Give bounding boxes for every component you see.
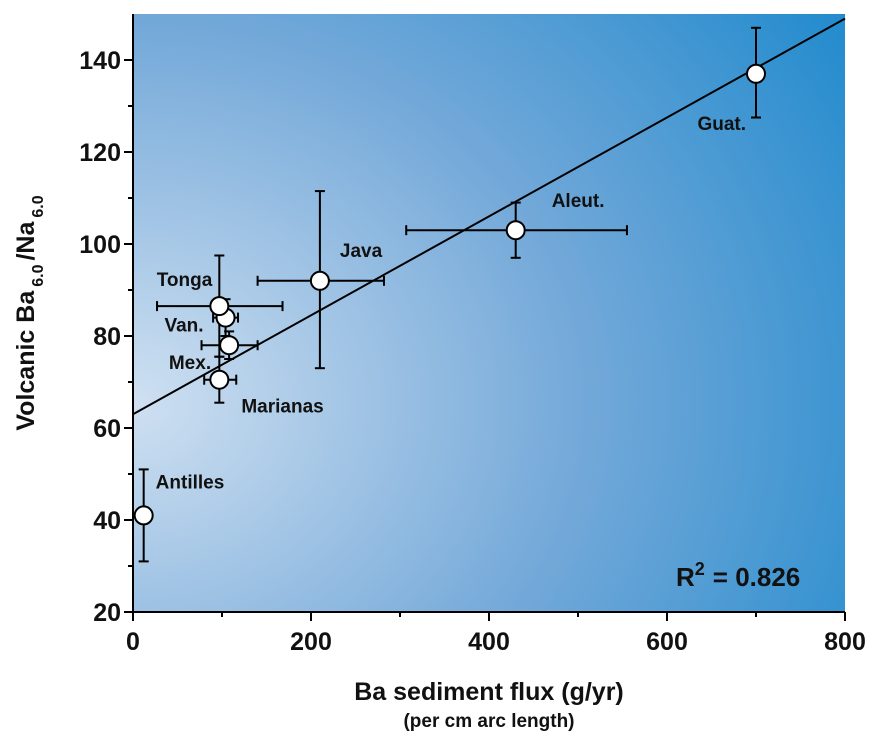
point-label: Marianas	[241, 397, 323, 418]
plot-background	[133, 14, 845, 612]
y-tick-label: 120	[79, 139, 121, 167]
data-point	[309, 270, 330, 291]
point-label: Tonga	[157, 270, 213, 291]
x-tick-label: 800	[824, 628, 866, 656]
data-point	[505, 220, 526, 241]
point-label: Java	[340, 241, 383, 262]
y-tick-label: 80	[93, 323, 121, 351]
point-label: Aleut.	[552, 191, 605, 212]
x-tick-label: 0	[126, 628, 140, 656]
y-tick-label: 140	[79, 47, 121, 75]
x-tick-label: 200	[290, 628, 332, 656]
point-label: Mex.	[169, 353, 211, 374]
point-label: Guat.	[697, 114, 746, 135]
point-label: Antilles	[156, 472, 225, 493]
x-tick-label: 600	[646, 628, 688, 656]
y-tick-label: 60	[93, 415, 121, 443]
x-axis-title: Ba sediment flux (g/yr)	[354, 678, 624, 706]
data-point	[133, 505, 154, 526]
y-tick-label: 40	[93, 507, 121, 535]
regression-line	[132, 17, 846, 416]
data-point	[746, 63, 766, 84]
data-point	[209, 369, 230, 390]
y-tick-label: 100	[79, 231, 121, 259]
x-tick-label: 400	[468, 628, 510, 656]
data-point	[209, 296, 230, 317]
data-point	[219, 335, 240, 356]
x-axis-subtitle: (per cm arc length)	[403, 711, 574, 732]
r-squared-annotation: R2 = 0.826	[676, 559, 800, 592]
y-axis-title: Volcanic Ba6.0/Na6.0	[12, 195, 47, 430]
point-label: Van.	[164, 316, 203, 337]
y-tick-label: 20	[93, 599, 121, 627]
